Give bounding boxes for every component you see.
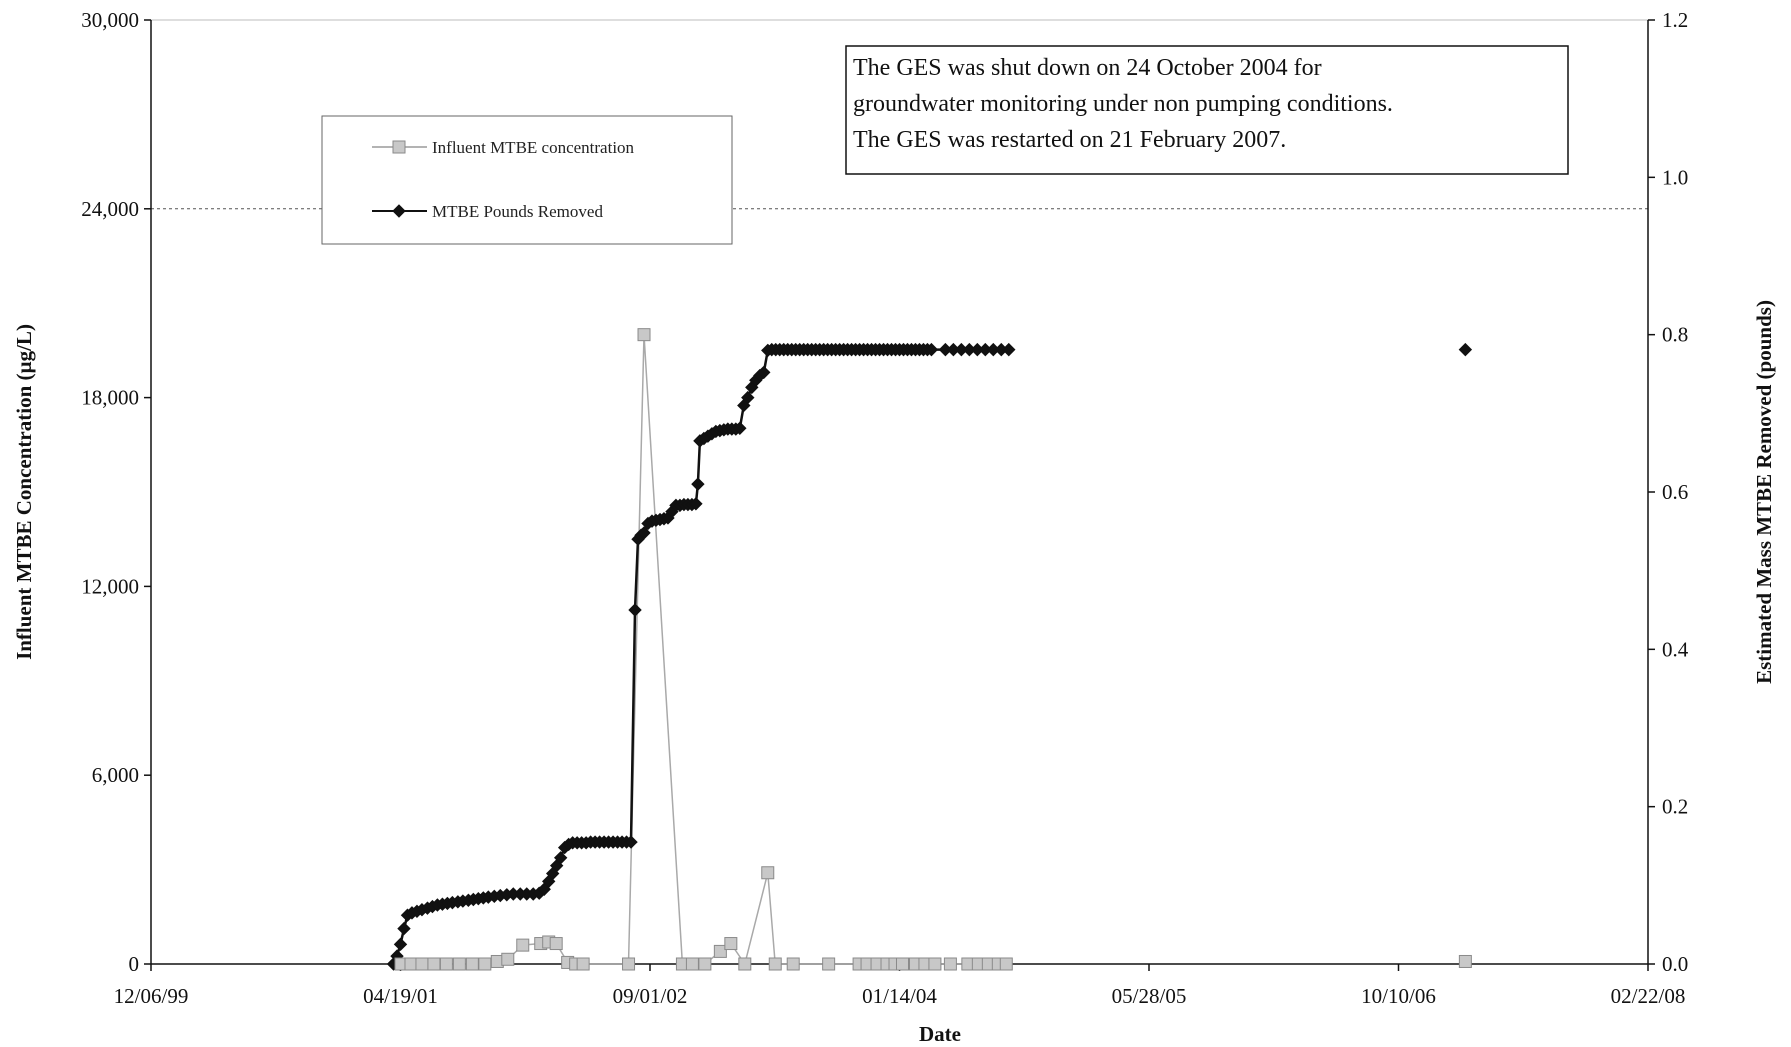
annotation-line-1: The GES was shut down on 24 October 2004… [853,55,1322,81]
point-concentration [786,957,800,971]
y-left-tick-label: 30,000 [81,8,139,32]
point-pounds [924,342,939,357]
point-concentration [685,957,699,971]
x-tick-label: 02/22/08 [1611,984,1686,1008]
point-pounds [741,390,755,405]
point-pounds [553,851,568,865]
annotation: The GES was shut down on 24 October 2004… [845,45,1569,175]
point-concentration [478,957,492,971]
point-concentration [724,937,738,951]
y-right-tick-label: 0.6 [1662,480,1688,504]
point-concentration [501,952,515,966]
point-pounds [637,526,651,540]
point-concentration [465,957,479,971]
y-left-tick-label: 0 [129,952,140,976]
point-concentration [576,957,590,971]
point-pounds [1458,342,1473,357]
y-left-tick-label: 12,000 [81,574,139,598]
point-concentration [439,957,453,971]
legend-marker-pounds [392,204,406,218]
legend-marker-concentration [392,140,406,154]
point-concentration [622,957,636,971]
y-right-tick-label: 0.0 [1662,952,1688,976]
y-left-tick-label: 24,000 [81,197,139,221]
legend-label-pounds: MTBE Pounds Removed [432,202,603,221]
point-concentration [415,957,429,971]
x-tick-label: 10/10/06 [1361,984,1436,1008]
annotation-box [845,45,1569,175]
y-left-tick-label: 18,000 [81,386,139,410]
point-pounds [733,421,747,435]
x-tick-label: 01/14/04 [862,984,937,1008]
point-concentration [999,957,1013,971]
point-pounds [624,835,638,849]
point-concentration [549,937,563,951]
point-concentration [713,944,727,958]
point-concentration [928,957,942,971]
markers [386,328,1473,971]
point-concentration [738,957,752,971]
legend-label-concentration: Influent MTBE concentration [432,138,635,157]
y-right-tick-label: 1.0 [1662,165,1688,189]
legend-box [321,115,733,245]
point-concentration [404,957,418,971]
point-concentration [761,866,775,880]
point-concentration [1458,954,1472,968]
point-concentration [768,957,782,971]
point-pounds [691,477,705,491]
point-concentration [943,957,957,971]
y-axis-right-title: Estimated Mass MTBE Removed (pounds) [1752,300,1776,684]
x-tick-label: 09/01/02 [613,984,688,1008]
point-concentration [698,957,712,971]
x-axis-title: Date [919,1022,961,1046]
y-left-tick-label: 6,000 [92,763,139,787]
y-right-tick-label: 0.8 [1662,323,1688,347]
annotation-line-2: groundwater monitoring under non pumping… [853,91,1393,117]
point-concentration [516,938,530,952]
point-pounds [757,365,771,380]
point-pounds [393,937,408,952]
x-tick-label: 04/19/01 [363,984,438,1008]
point-concentration [822,957,836,971]
x-tick-label: 05/28/05 [1112,984,1187,1008]
point-pounds [628,603,642,617]
y-axis-left-title: Influent MTBE Concentration (µg/L) [12,324,36,660]
point-pounds [1002,342,1016,357]
legend: Influent MTBE concentration MTBE Pounds … [321,115,733,245]
point-concentration [637,328,651,342]
point-concentration [427,957,441,971]
ticks: 0 6,000 12,000 18,000 24,000 30,000 0.0 0.2 0.4 0… [81,8,1689,1008]
y-right-tick-label: 0.2 [1662,795,1688,819]
point-pounds [397,921,411,936]
y-right-tick-label: 0.4 [1662,637,1689,661]
x-tick-label: 12/06/99 [114,984,189,1008]
point-concentration [452,957,466,971]
y-right-tick-label: 1.2 [1662,8,1688,32]
point-pounds [689,497,703,511]
point-concentration [895,957,909,971]
annotation-line-3: The GES was restarted on 21 February 200… [853,127,1286,153]
